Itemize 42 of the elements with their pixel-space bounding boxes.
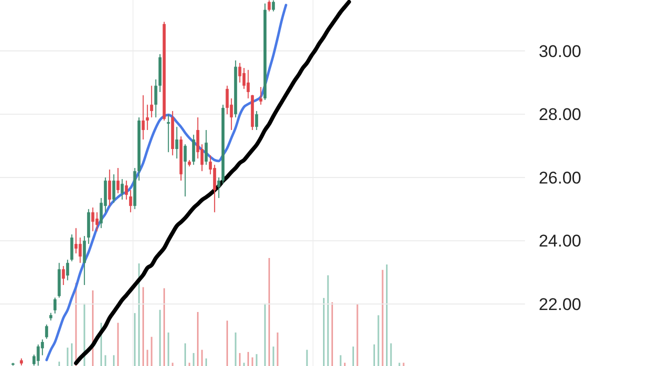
y-tick-label: 24.00: [538, 232, 582, 251]
y-tick-label: 26.00: [538, 168, 582, 188]
candlestick: [82, 235, 86, 286]
candlestick: [74, 228, 78, 254]
candlestick: [120, 178, 124, 200]
candlestick: [184, 144, 187, 197]
candlestick: [91, 207, 94, 232]
candlestick: [54, 297, 56, 314]
candlestick: [96, 212, 98, 232]
candlestick: [272, 0, 275, 12]
candlestick: [108, 169, 112, 206]
candlestick: [154, 78, 158, 118]
candlestick: [259, 86, 262, 106]
candlestick: [242, 68, 246, 90]
candlestick: [238, 62, 242, 84]
candlestick: [246, 69, 250, 99]
candlestick: [217, 176, 220, 199]
candlestick: [78, 237, 82, 264]
candlestick: [36, 344, 40, 366]
candlestick: [66, 259, 70, 281]
candlestick: [142, 94, 145, 140]
y-tick-label: 30.00: [538, 42, 582, 61]
candlestick: [150, 85, 154, 118]
candlestick: [116, 167, 120, 194]
candlestick: [255, 110, 258, 131]
candlestick: [268, 0, 271, 12]
line-series: [74, 0, 351, 366]
candlestick: [226, 85, 229, 115]
y-tick-label: 28.00: [538, 105, 582, 124]
y-tick-label: 22.00: [538, 294, 582, 314]
candlestick: [175, 126, 178, 159]
candlestick: [62, 266, 65, 286]
candlestick: [213, 164, 216, 213]
candlestick: [112, 174, 116, 204]
candlestick: [204, 130, 208, 166]
candlestick: [146, 104, 149, 131]
candlestick: [124, 180, 128, 200]
candlestick: [70, 234, 74, 262]
candlestick: [166, 114, 170, 153]
candlestick: [192, 134, 196, 166]
candlestick: [45, 324, 48, 340]
candlestick: [129, 190, 132, 213]
